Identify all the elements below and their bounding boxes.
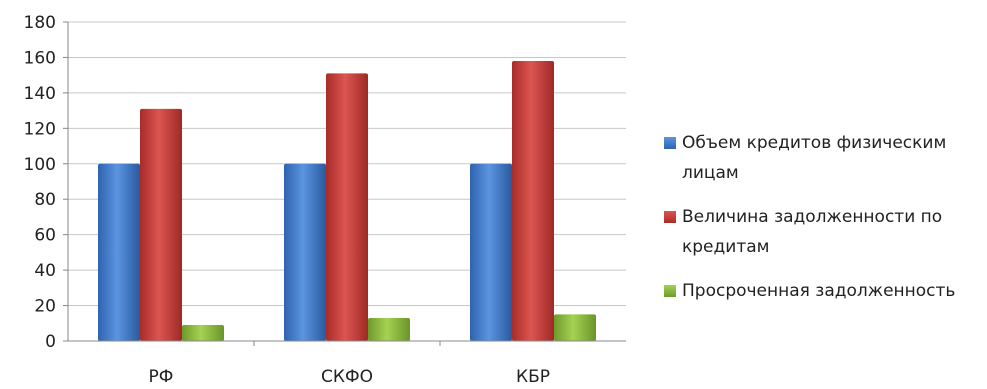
y-tick-label: 140 xyxy=(24,84,56,104)
bar-series-3-2 xyxy=(368,317,410,341)
legend-swatch-series-2 xyxy=(664,211,676,223)
y-tick-label: 40 xyxy=(34,261,56,281)
y-tick-label: 0 xyxy=(45,332,56,352)
y-axis-tick-labels: 0 20 40 60 80 100 120 140 160 180 xyxy=(24,13,56,352)
bar-series-2-1 xyxy=(140,108,182,341)
bar-series-3-3 xyxy=(554,314,596,341)
legend-swatch-series-3 xyxy=(664,285,676,297)
bar-chart: 0 20 40 60 80 100 120 140 160 180 РФ СКФО КБР xyxy=(24,13,626,387)
y-tick-label: 80 xyxy=(34,190,56,210)
y-tick-label: 180 xyxy=(24,13,56,33)
y-tick-label: 20 xyxy=(34,297,56,317)
legend-item-series-3: Просроченная задолженность xyxy=(664,276,984,306)
x-axis-category-labels: РФ СКФО КБР xyxy=(149,367,550,387)
bar-series-1-1 xyxy=(98,163,140,341)
legend-item-series-1: Объем кредитов физическим лицам xyxy=(664,128,984,188)
legend-item-series-2: Величина задолженности по кредитам xyxy=(664,202,984,262)
y-tick-label: 60 xyxy=(34,226,56,246)
x-category-label: РФ xyxy=(149,367,174,387)
legend-label-series-2: Величина задолженности по кредитам xyxy=(682,207,943,257)
axes xyxy=(67,22,626,346)
bar-series-1-2 xyxy=(284,163,326,341)
y-tick-label: 120 xyxy=(24,119,56,139)
y-tick-label: 160 xyxy=(24,48,56,68)
bar-series-2-2 xyxy=(326,73,368,342)
legend-label-series-1: Объем кредитов физическим лицам xyxy=(682,133,947,183)
legend: Объем кредитов физическим лицам Величина… xyxy=(664,128,984,320)
x-category-label: СКФО xyxy=(321,367,373,387)
bar-series-2-3 xyxy=(512,60,554,341)
y-tick-label: 100 xyxy=(24,155,56,175)
bar-series-1-3 xyxy=(470,163,512,341)
x-category-label: КБР xyxy=(516,367,550,387)
bar-series-3-1 xyxy=(182,325,224,341)
legend-label-series-3: Просроченная задолженность xyxy=(682,281,956,301)
bars xyxy=(98,60,596,342)
legend-swatch-series-1 xyxy=(664,137,676,149)
